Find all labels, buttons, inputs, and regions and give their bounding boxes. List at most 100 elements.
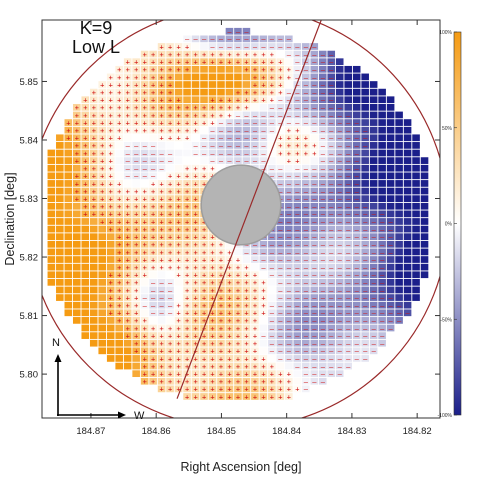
heatmap-cell [200, 88, 208, 96]
heatmap-cell [234, 347, 242, 355]
cell-sign: – [321, 264, 326, 272]
cell-sign: – [346, 310, 351, 318]
heatmap-cell [318, 202, 327, 210]
heatmap-cell [302, 347, 310, 355]
cell-sign: + [270, 363, 274, 371]
heatmap-cell [335, 278, 344, 286]
heatmap-cell [327, 278, 336, 286]
cell-sign: + [210, 294, 214, 302]
cell-sign: + [261, 89, 265, 97]
heatmap-cell [183, 43, 191, 50]
cell-sign: + [202, 378, 206, 386]
cell-sign: + [177, 371, 181, 379]
heatmap-cell [369, 286, 378, 294]
heatmap-cell [327, 248, 336, 256]
heatmap-cell [200, 43, 208, 50]
heatmap-cell [166, 103, 174, 111]
cell-sign: + [109, 196, 113, 204]
heatmap-cell [276, 339, 285, 347]
cell-sign: – [329, 203, 334, 211]
heatmap-cell [64, 218, 73, 225]
cell-sign: – [329, 74, 334, 82]
heatmap-cell [335, 195, 344, 203]
heatmap-cell [106, 157, 115, 164]
cell-sign: – [304, 317, 309, 325]
cell-sign: – [346, 325, 351, 333]
cell-sign: – [287, 89, 292, 97]
cell-sign: – [304, 173, 309, 181]
heatmap-cell [123, 317, 132, 324]
cell-sign: + [227, 332, 231, 340]
cell-sign: – [134, 173, 139, 181]
heatmap-cell [234, 301, 242, 309]
heatmap-cell [369, 81, 378, 88]
cell-sign: – [236, 150, 241, 158]
heatmap-cell [183, 347, 191, 355]
cell-sign: – [321, 226, 326, 234]
heatmap-cell [200, 248, 208, 256]
heatmap-cell [251, 81, 259, 88]
cell-sign: + [160, 234, 164, 242]
heatmap-cell [242, 103, 251, 111]
heatmap-cell [208, 142, 217, 149]
heatmap-cell [191, 50, 200, 58]
heatmap-cell [395, 210, 403, 218]
heatmap-cell [56, 218, 64, 225]
heatmap-cell [276, 96, 285, 104]
cell-sign: – [126, 157, 131, 165]
heatmap-cell [174, 347, 183, 355]
heatmap-cell [259, 271, 268, 279]
cell-sign: + [278, 81, 282, 89]
heatmap-cell [191, 332, 200, 339]
heatmap-cell [344, 324, 352, 332]
cell-sign: – [295, 211, 300, 219]
heatmap-cell [268, 119, 276, 126]
cell-sign: + [253, 340, 257, 348]
cell-sign: + [202, 279, 206, 287]
heatmap-cell [318, 301, 327, 309]
heatmap-cell [47, 271, 56, 279]
cell-sign: + [177, 302, 181, 310]
heatmap-cell [208, 377, 217, 385]
heatmap-cell [106, 126, 115, 134]
heatmap-cell [327, 149, 336, 157]
heatmap-cell [132, 271, 140, 279]
cell-sign: – [210, 135, 215, 143]
compass: N W [52, 337, 145, 422]
heatmap-cell [183, 50, 191, 58]
heatmap-cell [302, 286, 310, 294]
heatmap-cell [420, 225, 429, 233]
heatmap-cell [81, 240, 90, 248]
heatmap-cell [217, 362, 225, 370]
cell-sign: + [66, 119, 70, 127]
cell-sign: + [126, 188, 130, 196]
heatmap-cell [149, 96, 157, 104]
cell-sign: – [355, 203, 360, 211]
heatmap-cell [276, 119, 285, 126]
cell-sign: + [219, 264, 223, 272]
cell-sign: – [346, 363, 351, 371]
heatmap-cell [72, 210, 81, 218]
cell-sign: – [329, 66, 334, 74]
cell-sign: – [312, 371, 317, 379]
heatmap-cell [327, 50, 336, 58]
cell-sign: + [134, 203, 138, 211]
cell-sign: – [321, 302, 326, 310]
cell-sign: – [363, 317, 368, 325]
cell-sign: + [193, 325, 197, 333]
heatmap-cell [268, 355, 276, 362]
cell-sign: – [346, 294, 351, 302]
heatmap-cell [259, 377, 268, 385]
cell-sign: – [278, 180, 283, 188]
cell-sign: + [185, 378, 189, 386]
cell-sign: + [202, 294, 206, 302]
heatmap-cell [217, 385, 225, 393]
heatmap-cell [89, 256, 98, 263]
cell-sign: + [160, 180, 164, 188]
heatmap-cell [335, 142, 344, 149]
cell-sign: – [329, 173, 334, 181]
heatmap-cell [318, 134, 327, 142]
cell-sign: + [177, 104, 181, 112]
heatmap-cell [276, 81, 285, 88]
cell-sign: – [346, 272, 351, 280]
